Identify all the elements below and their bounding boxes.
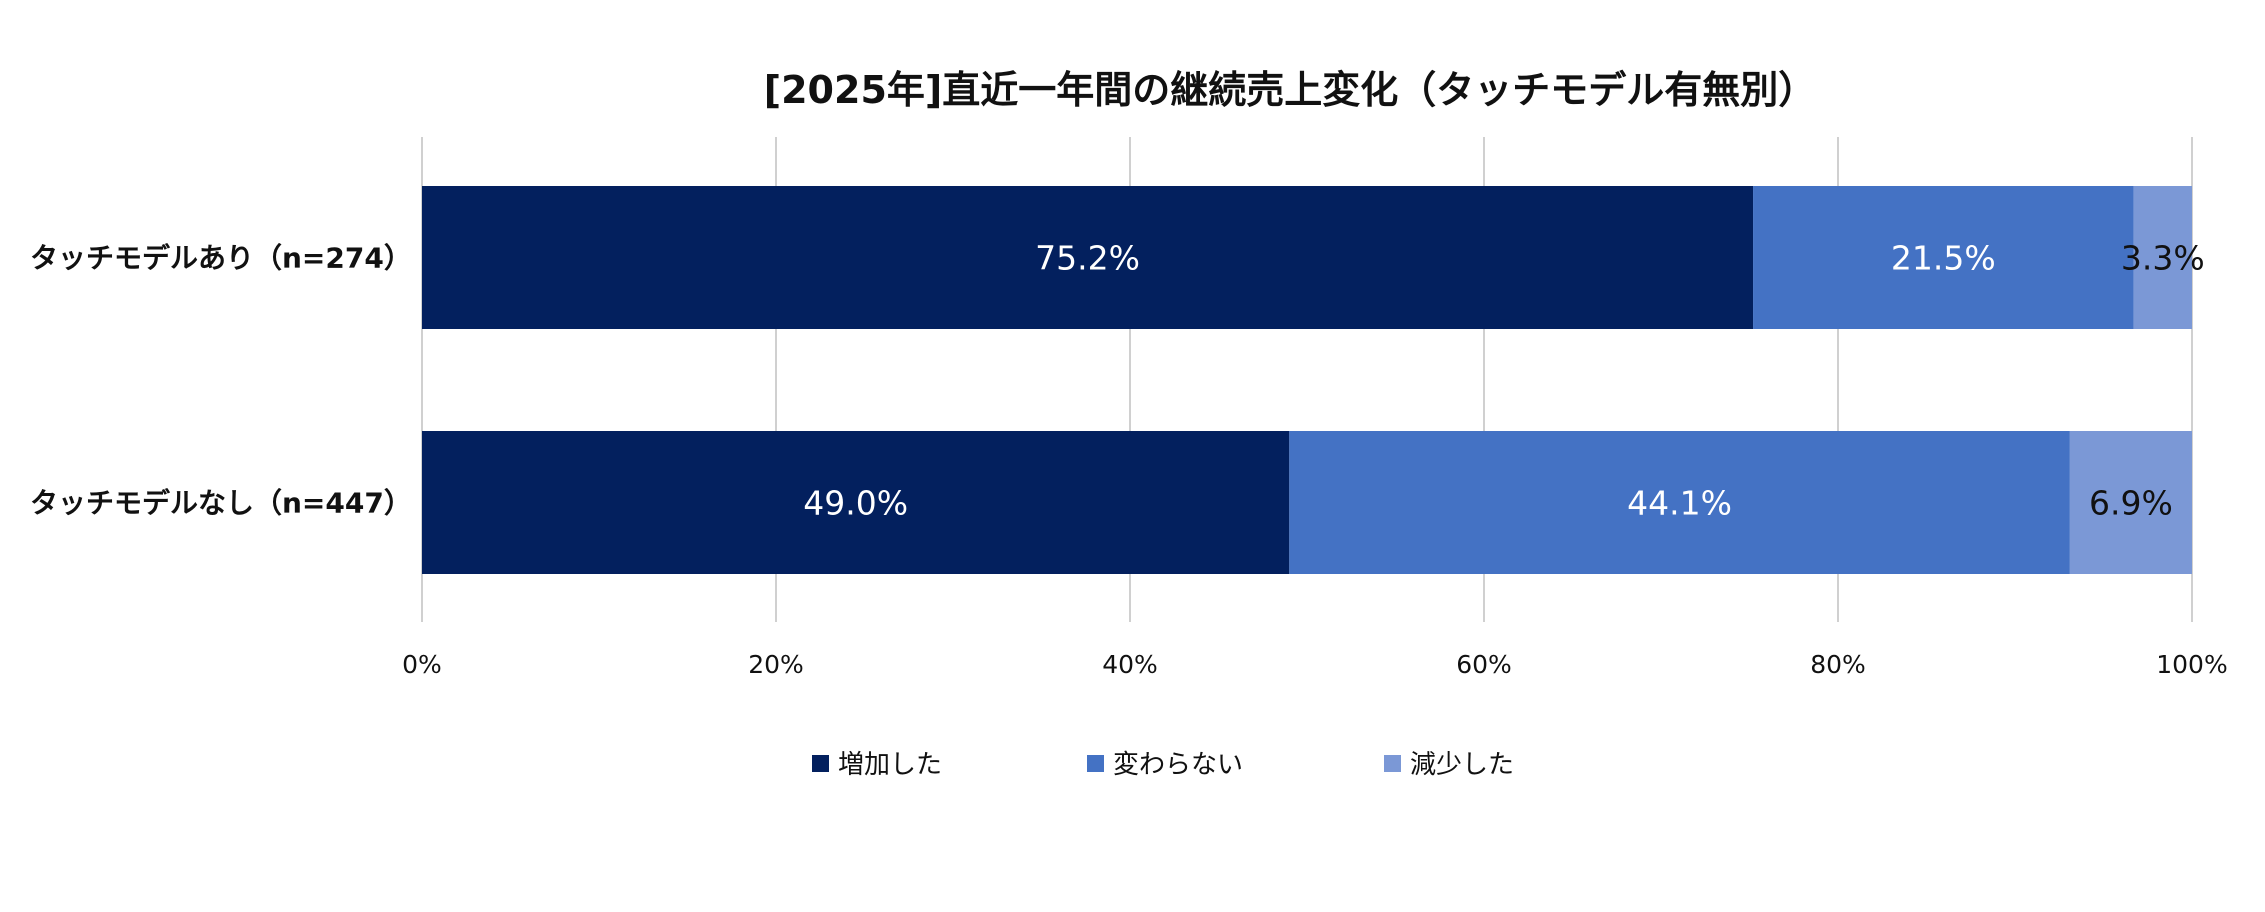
- bar-segment: [1753, 186, 2134, 329]
- x-tick-label: 40%: [1102, 650, 1158, 679]
- legend-item: 増加した: [812, 750, 942, 780]
- legend-item: 変わらない: [1087, 750, 1243, 780]
- data-label: 44.1%: [1627, 484, 1732, 523]
- bars: [422, 186, 2192, 574]
- data-label: 75.2%: [1035, 239, 1140, 278]
- legend-label: 減少した: [1410, 750, 1514, 780]
- bar-segment: [422, 431, 1290, 574]
- data-labels: 75.2% 21.5% 3.3% 49.0% 44.1% 6.9%: [803, 239, 2204, 523]
- legend-swatch: [812, 755, 829, 772]
- x-tick-label: 0%: [402, 650, 442, 679]
- x-tick-label: 100%: [2156, 650, 2227, 679]
- category-label: タッチモデルあり（n=274）: [30, 242, 412, 275]
- category-label: タッチモデルなし（n=447）: [30, 487, 412, 520]
- data-label: 6.9%: [2089, 484, 2173, 523]
- legend: 増加した 変わらない 減少した: [812, 750, 1514, 780]
- bar-segment: [1289, 431, 2070, 574]
- axes: 0% 20% 40% 60% 80% 100% タッチモデルあり（n=274） タッチモデルな…: [30, 242, 2228, 680]
- legend-swatch: [1384, 755, 1401, 772]
- legend-item: 減少した: [1384, 750, 1514, 780]
- legend-label: 変わらない: [1113, 750, 1243, 780]
- chart-title: [2025年]直近一年間の継続売上変化（タッチモデル有無別）: [764, 68, 1817, 112]
- x-tick-label: 20%: [748, 650, 804, 679]
- legend-swatch: [1087, 755, 1104, 772]
- data-label: 49.0%: [803, 484, 908, 523]
- bar-segment: [422, 186, 1754, 329]
- bar-segment: [2069, 431, 2192, 574]
- data-label: 21.5%: [1891, 239, 1996, 278]
- x-tick-label: 60%: [1456, 650, 1512, 679]
- x-tick-label: 80%: [1810, 650, 1866, 679]
- data-label: 3.3%: [2121, 239, 2205, 278]
- bar-segment: [2133, 186, 2192, 329]
- legend-label: 増加した: [838, 750, 942, 780]
